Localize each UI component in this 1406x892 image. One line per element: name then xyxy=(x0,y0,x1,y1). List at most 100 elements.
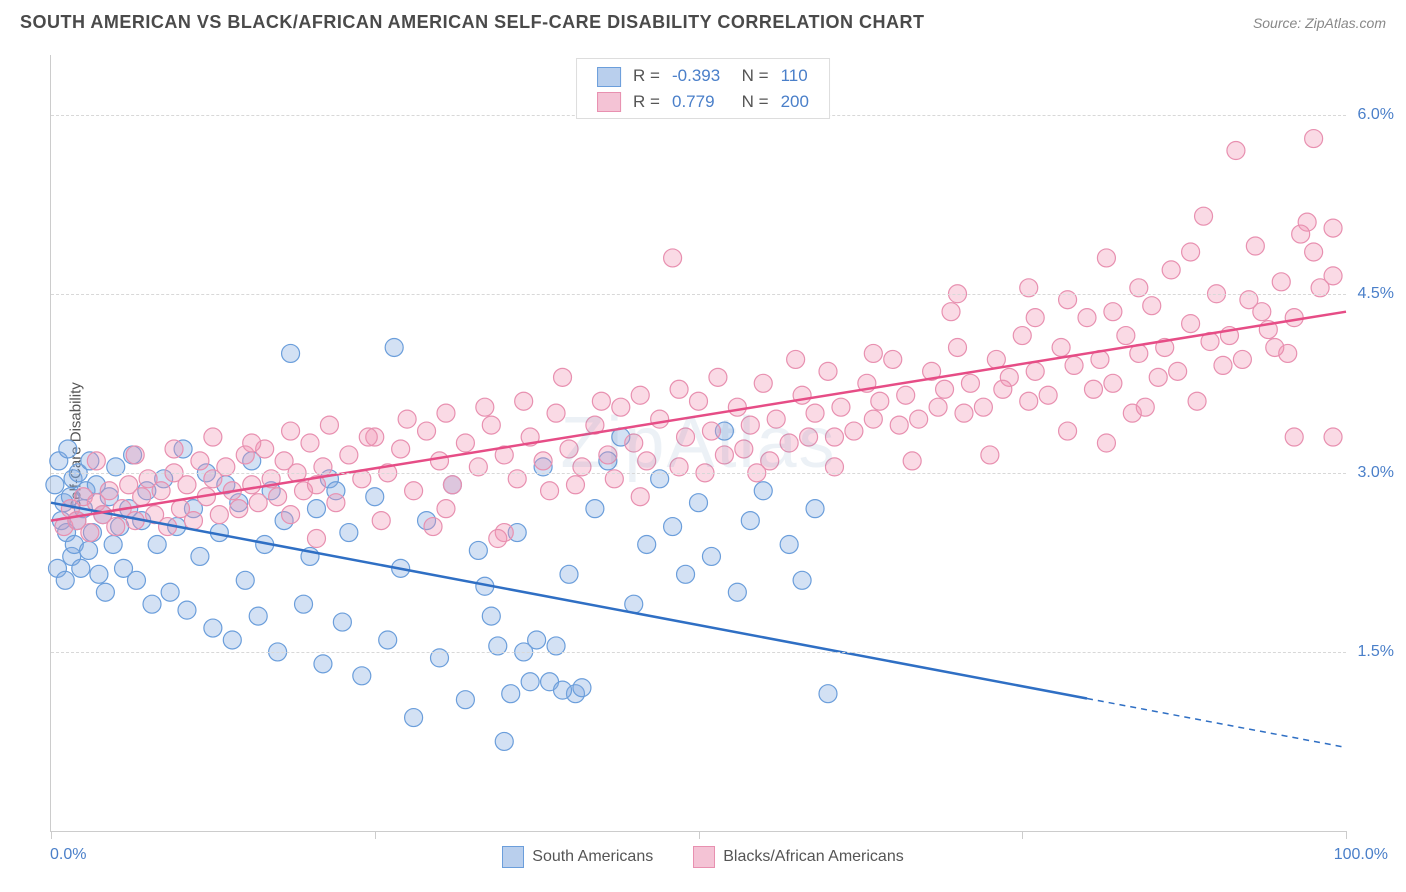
data-point xyxy=(178,601,196,619)
legend-item[interactable]: South Americans xyxy=(502,846,653,868)
data-point xyxy=(949,338,967,356)
x-tick xyxy=(1346,831,1347,839)
y-tick-label: 3.0% xyxy=(1358,464,1394,482)
data-point xyxy=(398,410,416,428)
data-point xyxy=(152,482,170,500)
data-point xyxy=(612,398,630,416)
data-point xyxy=(942,303,960,321)
x-tick xyxy=(375,831,376,839)
data-point xyxy=(127,571,145,589)
data-point xyxy=(631,488,649,506)
data-point xyxy=(437,500,455,518)
data-point xyxy=(677,565,695,583)
data-point xyxy=(554,681,572,699)
data-point xyxy=(1104,303,1122,321)
data-point xyxy=(670,380,688,398)
source-link[interactable]: ZipAtlas.com xyxy=(1305,15,1386,31)
data-point xyxy=(780,434,798,452)
data-point xyxy=(961,374,979,392)
data-point xyxy=(295,595,313,613)
data-point xyxy=(554,368,572,386)
data-point xyxy=(1324,219,1342,237)
data-point xyxy=(638,452,656,470)
data-point xyxy=(191,452,209,470)
x-tick xyxy=(699,831,700,839)
data-point xyxy=(104,535,122,553)
data-point xyxy=(249,494,267,512)
chart-title: SOUTH AMERICAN VS BLACK/AFRICAN AMERICAN… xyxy=(20,12,924,33)
data-point xyxy=(1188,392,1206,410)
data-point xyxy=(625,434,643,452)
data-point xyxy=(107,518,125,536)
data-point xyxy=(282,506,300,524)
data-point xyxy=(1143,297,1161,315)
data-point xyxy=(981,446,999,464)
data-point xyxy=(1305,130,1323,148)
bottom-legend: South Americans Blacks/African Americans xyxy=(0,846,1406,868)
data-point xyxy=(46,476,64,494)
data-point xyxy=(307,530,325,548)
x-tick xyxy=(1022,831,1023,839)
data-point xyxy=(269,488,287,506)
data-point xyxy=(819,362,837,380)
data-point xyxy=(353,667,371,685)
chart-plot-area: ZipAtlas xyxy=(50,55,1346,832)
data-point xyxy=(806,404,824,422)
data-point xyxy=(495,732,513,750)
data-point xyxy=(806,500,824,518)
data-point xyxy=(184,512,202,530)
data-point xyxy=(515,392,533,410)
legend-swatch xyxy=(597,92,621,112)
data-point xyxy=(314,655,332,673)
stat-r-label: R = xyxy=(627,89,666,115)
stat-r-label: R = xyxy=(627,63,666,89)
data-point xyxy=(664,518,682,536)
data-point xyxy=(340,524,358,542)
data-point xyxy=(456,434,474,452)
data-point xyxy=(1136,398,1154,416)
data-point xyxy=(1059,422,1077,440)
data-point xyxy=(482,416,500,434)
data-point xyxy=(1078,309,1096,327)
data-point xyxy=(320,416,338,434)
data-point xyxy=(638,535,656,553)
data-point xyxy=(1182,315,1200,333)
data-point xyxy=(741,512,759,530)
data-point xyxy=(651,410,669,428)
data-point xyxy=(1162,261,1180,279)
data-point xyxy=(72,559,90,577)
legend-label: South Americans xyxy=(532,848,653,866)
data-point xyxy=(372,512,390,530)
data-point xyxy=(955,404,973,422)
data-point xyxy=(890,416,908,434)
data-point xyxy=(191,547,209,565)
data-point xyxy=(754,482,772,500)
data-point xyxy=(832,398,850,416)
trend-line-dashed xyxy=(1087,698,1346,747)
source-attribution: Source: ZipAtlas.com xyxy=(1253,15,1386,31)
data-point xyxy=(223,631,241,649)
data-point xyxy=(1065,356,1083,374)
data-point xyxy=(845,422,863,440)
y-tick-label: 6.0% xyxy=(1358,106,1394,124)
data-point xyxy=(392,440,410,458)
data-point xyxy=(1246,237,1264,255)
data-point xyxy=(1285,428,1303,446)
stat-r-value: -0.393 xyxy=(666,63,726,89)
data-point xyxy=(936,380,954,398)
data-point xyxy=(1324,428,1342,446)
data-point xyxy=(819,685,837,703)
gridline xyxy=(51,473,1346,474)
data-point xyxy=(1052,338,1070,356)
data-point xyxy=(1285,309,1303,327)
data-point xyxy=(249,607,267,625)
data-point xyxy=(133,488,151,506)
legend-item[interactable]: Blacks/African Americans xyxy=(693,846,904,868)
data-point xyxy=(307,500,325,518)
data-point xyxy=(929,398,947,416)
data-point xyxy=(690,392,708,410)
data-point xyxy=(573,679,591,697)
gridline xyxy=(51,652,1346,653)
data-point xyxy=(161,583,179,601)
data-point xyxy=(1266,338,1284,356)
